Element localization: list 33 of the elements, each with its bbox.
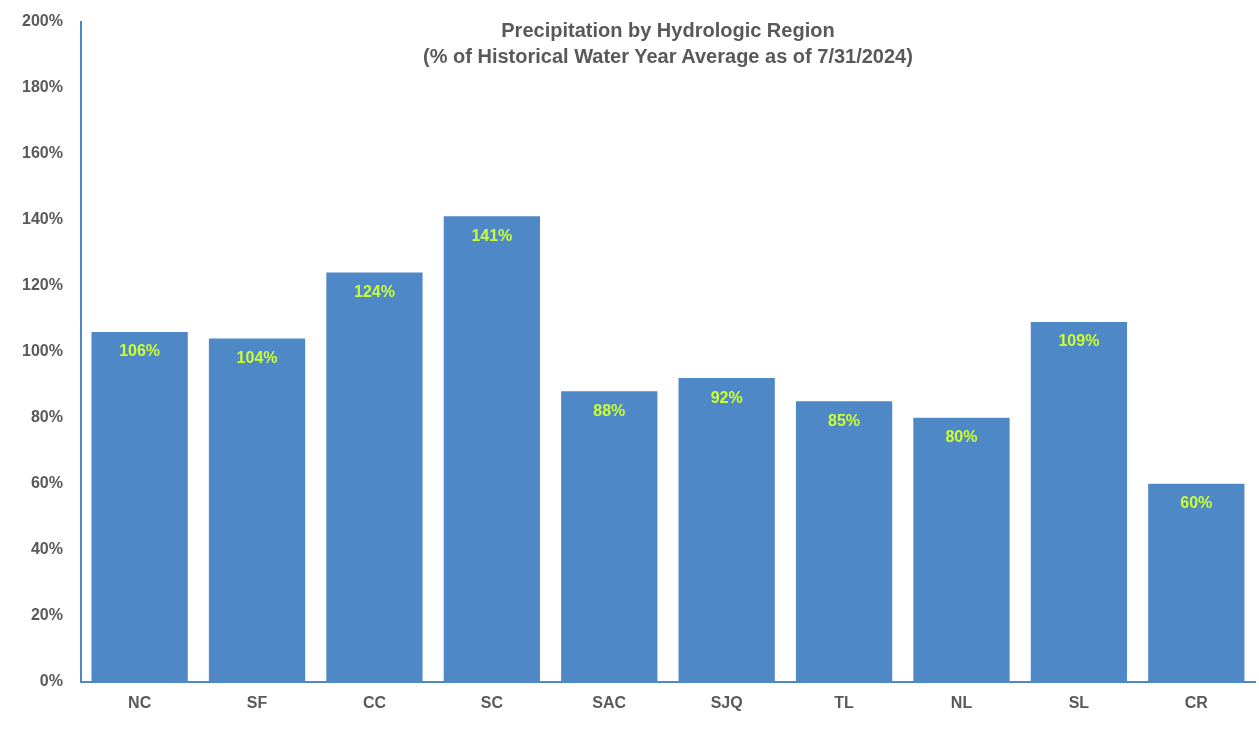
x-tick-label: NL <box>950 693 973 711</box>
y-tick-label: 40% <box>30 540 63 558</box>
data-label: 85% <box>828 411 861 429</box>
data-label: 104% <box>236 348 278 366</box>
y-tick-label: 20% <box>30 606 63 624</box>
data-label: 60% <box>1180 494 1213 512</box>
x-tick-label: SL <box>1068 693 1090 711</box>
data-label: 80% <box>945 428 978 446</box>
y-tick-label: 120% <box>22 276 63 294</box>
x-tick-label: CR <box>1184 693 1209 711</box>
y-tick-label: 0% <box>39 672 63 690</box>
x-tick-label: NC <box>128 693 152 711</box>
y-tick-label: 180% <box>22 78 63 96</box>
data-label: 109% <box>1058 332 1100 350</box>
y-tick-label: 100% <box>22 342 63 360</box>
text: (% of Historical Water Year Average as of 7/31/2024) <box>423 45 913 68</box>
x-tick-label: SF <box>246 693 268 711</box>
chart-title: Precipitation by Hydrologic Region <box>501 19 835 42</box>
data-label: 124% <box>353 282 395 300</box>
x-tick-label: SC <box>480 693 504 711</box>
x-tick-label: SJQ <box>710 693 743 711</box>
data-label: 106% <box>119 342 161 360</box>
x-tick-label: TL <box>834 693 855 711</box>
data-label: 88% <box>593 401 626 419</box>
y-tick-label: 60% <box>30 474 63 492</box>
y-tick-label: 80% <box>30 408 63 426</box>
data-label: 92% <box>710 388 743 406</box>
data-label: 141% <box>471 226 513 244</box>
x-tick-label: CC <box>362 693 387 711</box>
x-tick-label: SAC <box>592 693 627 711</box>
y-tick-label: 160% <box>22 144 63 162</box>
y-tick-label: 200% <box>22 12 63 30</box>
y-tick-label: 140% <box>22 210 63 228</box>
